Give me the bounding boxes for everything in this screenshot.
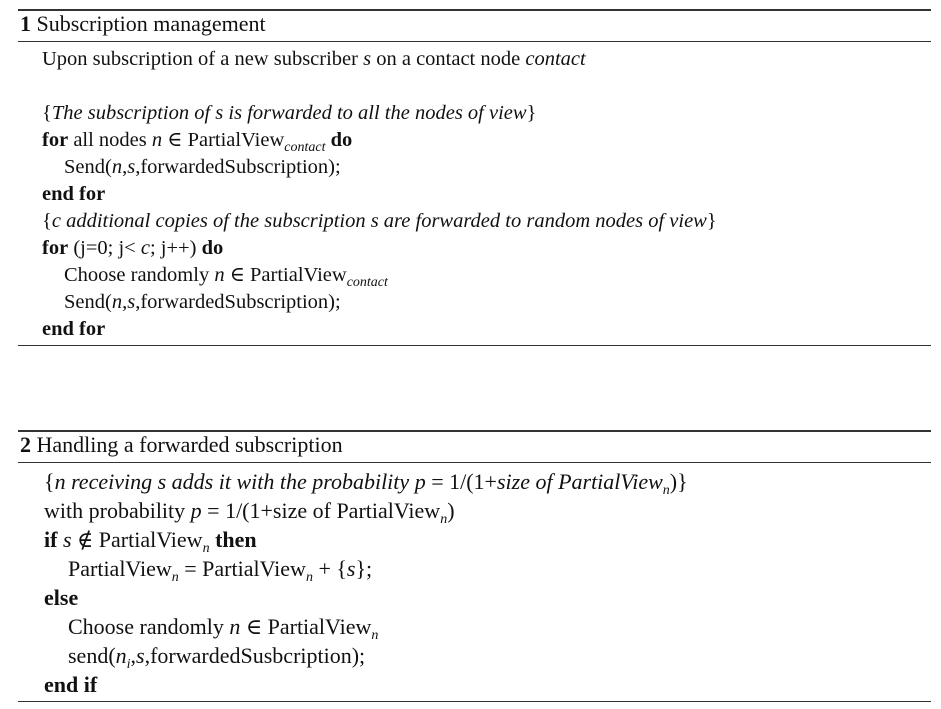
- algorithm-2: 2 Handling a forwarded subscription {n r…: [18, 430, 931, 705]
- algorithm-2-bottom-rule: [18, 701, 931, 702]
- algo2-line-add-to-view: PartialViewn = PartialViewn + {s};: [68, 556, 373, 586]
- algorithm-2-title-text: Handling a forwarded subscription: [36, 432, 343, 457]
- algo1-line-for-all-nodes: for all nodes n ∈ PartialViewcontact do: [42, 129, 353, 155]
- algo1-comment-forward-all: {The subscription of s is forwarded to a…: [42, 102, 537, 124]
- algo1-line-end-for-2: end for: [42, 318, 106, 340]
- algo2-line-send: send(ni,s,forwardedSusbcription);: [68, 643, 366, 673]
- algo1-line-upon: Upon subscription of a new subscriber s …: [42, 48, 586, 70]
- algorithm-2-number: 2: [20, 432, 31, 457]
- algorithm-1-title-text: Subscription management: [36, 11, 266, 36]
- algo2-line-if: if s ∉ PartialViewn then: [44, 527, 257, 557]
- algo1-line-send-1: Send(n,s,forwardedSubscription);: [64, 156, 341, 178]
- algo2-line-with-probability: with probability p = 1/(1+size of Partia…: [44, 498, 455, 528]
- algorithm-2-header-rule: [18, 462, 931, 463]
- algo1-line-choose-randomly: Choose randomly n ∈ PartialViewcontact: [64, 264, 388, 290]
- algo1-line-for-j: for (j=0; j< c; j++) do: [42, 237, 224, 259]
- algorithm-1-top-rule: [18, 9, 931, 11]
- algorithm-2-title: 2 Handling a forwarded subscription: [20, 433, 343, 457]
- algorithm-2-top-rule: [18, 430, 931, 432]
- algorithm-1-header-rule: [18, 41, 931, 42]
- algo2-line-choose-randomly: Choose randomly n ∈ PartialViewn: [68, 614, 379, 644]
- algo2-line-else: else: [44, 585, 79, 610]
- algo1-line-send-2: Send(n,s,forwardedSubscription);: [64, 291, 341, 313]
- algo2-line-end-if: end if: [44, 672, 98, 697]
- algo1-line-end-for-1: end for: [42, 183, 106, 205]
- algorithm-1: 1 Subscription management Upon subscript…: [18, 9, 931, 349]
- algo2-comment-probability: {n receiving s adds it with the probabil…: [44, 469, 688, 499]
- algorithm-1-bottom-rule: [18, 345, 931, 346]
- algorithm-1-number: 1: [20, 11, 31, 36]
- algo1-comment-copies: {c additional copies of the subscription…: [42, 210, 717, 232]
- algorithm-1-title: 1 Subscription management: [20, 12, 266, 36]
